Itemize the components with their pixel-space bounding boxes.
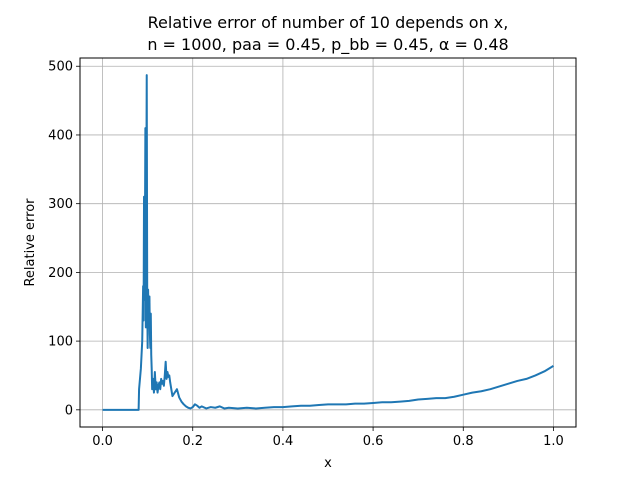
chart-title-line1: Relative error of number of 10 depends o…: [148, 13, 509, 32]
y-axis-label: Relative error: [23, 198, 38, 287]
y-tick-label: 400: [48, 128, 73, 143]
y-tick-label: 500: [48, 60, 73, 75]
x-axis-label: x: [324, 456, 332, 471]
y-tick-label: 300: [48, 197, 73, 212]
tick-layer: 0.0 0.2 0.4 0.6 0.8 1.0 0 100 200 300 400 500: [48, 60, 564, 449]
line-layer: [102, 74, 554, 411]
axes-frame: [79, 57, 577, 428]
y-tick-label: 100: [48, 335, 73, 350]
x-tick-label: 0.6: [363, 434, 384, 449]
x-tick-label: 1.0: [543, 434, 564, 449]
x-tick-label: 0.0: [92, 434, 113, 449]
y-tick-label: 200: [48, 266, 73, 281]
y-tick-label: 0: [65, 403, 73, 418]
grid-layer: [80, 58, 576, 427]
x-tick-label: 0.2: [182, 434, 203, 449]
chart-title-line2: n = 1000, paa = 0.45, p_bb = 0.45, α = 0…: [147, 35, 508, 55]
series-line: [102, 74, 554, 411]
x-tick-label: 0.8: [453, 434, 474, 449]
x-tick-label: 0.4: [273, 434, 294, 449]
